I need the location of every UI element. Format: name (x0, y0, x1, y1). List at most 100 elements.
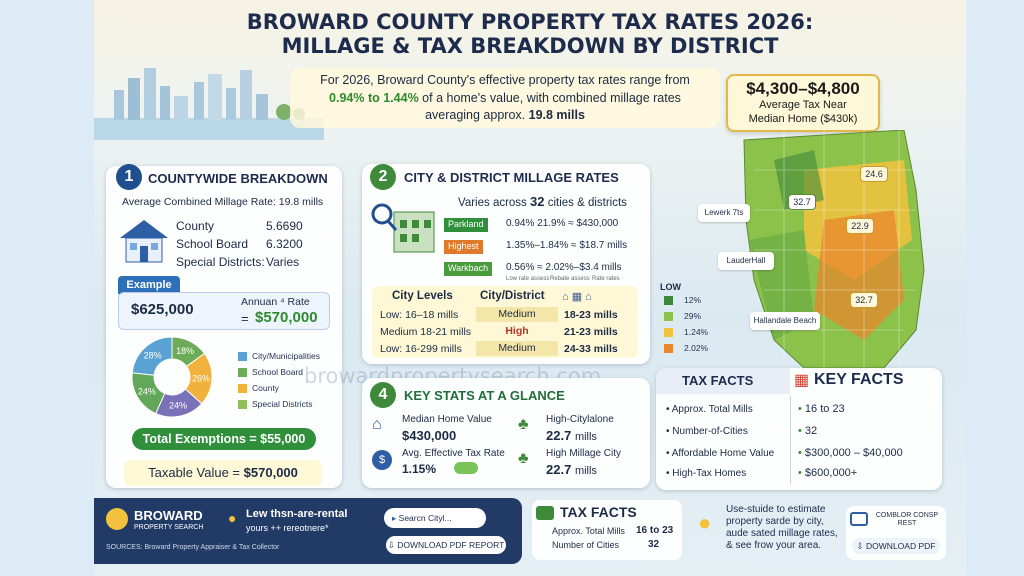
map-place-label: Hallandale Beach (750, 312, 820, 330)
annual-equals: = (241, 311, 249, 326)
page-title: BROWARD COUNTY PROPERTY TAX RATES 2026: … (94, 10, 966, 58)
donut-slice-label: 28% (144, 350, 162, 360)
intro-average-mills: 19.8 mills (528, 108, 585, 122)
footer-bar: BROWARD PROPERTY SEARCH ● Lew thsn-are-r… (94, 498, 522, 564)
tax-split-donut-chart: 18% 26% 24% 24% 28% (131, 336, 213, 418)
level-label: Low: 16–18 mills (380, 309, 459, 321)
donut-slice (131, 336, 173, 376)
levels-header: City Levels (392, 290, 453, 302)
countywide-title: COUNTYWIDE BREAKDOWN (148, 171, 328, 186)
varies-tail: cities & districts (547, 197, 627, 209)
intro-part2: of a home's value, with combined millage… (422, 90, 681, 105)
city-levels-table: City Levels City/District ⌂ ▦ ⌂ Low: 16–… (372, 286, 638, 358)
footer-fact-label: Number of Cities (552, 540, 620, 550)
footer-tagline-1: Lew thsn-are-rental (246, 508, 348, 520)
fact-value: • $300,000 – $40,000 (798, 447, 903, 459)
card-icon (536, 506, 554, 520)
chart-icon: ▦ (794, 372, 810, 389)
house-icon (120, 220, 168, 263)
stat-value: 1.15% (402, 462, 437, 476)
footer-tax-facts: TAX FACTS Approx. Total Mills 16 to 23 N… (532, 500, 682, 560)
download-pdf-button[interactable]: ⇩ DOWNLOAD PDF (852, 538, 940, 554)
fact-label: • High-Tax Homes (666, 468, 747, 479)
lightbulb-icon: ● (228, 510, 237, 526)
taxable-label: Taxable Value = (148, 465, 241, 480)
countywide-breakdown-panel: 1 COUNTYWIDE BREAKDOWN Average Combined … (106, 164, 342, 488)
footer-fact-value: 32 (648, 539, 660, 550)
stat-label: Avg. Effective Tax Rate (402, 448, 505, 459)
average-tax-label-2: Median Home ($430k) (748, 112, 858, 125)
tree-icon: ♣ (518, 450, 529, 467)
donut-slice-label: 18% (176, 346, 194, 356)
legend-swatch (238, 368, 247, 377)
average-tax-label-1: Average Tax Near (759, 99, 847, 111)
download-pdf-label: DOWNLOAD PDF (866, 541, 936, 551)
tax-facts-header: TAX FACTS (656, 368, 790, 394)
stat-label: High-Citylalone (546, 414, 614, 425)
intro-summary: For 2026, Broward County's effective pro… (290, 68, 720, 128)
city-tiny-note: Low rate assess (506, 276, 550, 282)
level-label: Low: 16-299 mills (380, 343, 462, 355)
map-place-label: LauderHall (718, 252, 774, 270)
toggle-graphic (454, 462, 478, 474)
map-value-label: 22.9 (846, 218, 874, 234)
donut-slice-label: 26% (192, 374, 210, 384)
section-number: 2 (370, 164, 396, 190)
legend-label: 29% (684, 311, 702, 321)
brand-subtitle: PROPERTY SEARCH (134, 524, 204, 531)
city-search-input[interactable]: ▸ Searcn Cityl... (384, 508, 486, 528)
city-tag: Warkbach (444, 262, 493, 276)
intro-rate-range: 0.94% to 1.44% (329, 90, 419, 105)
legend-swatch (664, 344, 673, 353)
building-icons: ⌂ ▦ ⌂ (562, 291, 592, 303)
taxable-value-box: Taxable Value = $570,000 (124, 460, 322, 486)
varies-label: Varies across (458, 197, 527, 209)
legend-label: 12% (684, 295, 702, 305)
level-range: 21-23 mills (564, 326, 618, 338)
levels-header: City/District (480, 290, 545, 302)
footer-tagline-2: yours ++ rereotnere* (246, 523, 329, 533)
fact-value: • $600,000+ (798, 467, 858, 479)
legend-swatch (664, 328, 673, 337)
millage-label: Special Districts: (176, 255, 265, 269)
city-tag-text: 0.94% 21.9% ≈ $430,000 (506, 218, 619, 229)
intro-line-2: 0.94% to 1.44% of a home's value, with c… (290, 90, 720, 108)
stats-title: KEY STATS AT A GLANCE (404, 388, 565, 403)
stat-value: $430,000 (402, 428, 457, 443)
millage-label: County (176, 219, 215, 233)
example-value: $625,000 (131, 301, 194, 318)
legend-swatch (238, 400, 247, 409)
fact-label: • Approx. Total Mills (666, 404, 753, 415)
annual-rate-label: Annuan ⁴ Rate (241, 296, 310, 308)
stat-unit: mills (574, 465, 597, 477)
infographic: BROWARD COUNTY PROPERTY TAX RATES 2026: … (94, 0, 966, 576)
stat-label: High Millage City (546, 448, 622, 459)
millage-value: Varies (266, 255, 300, 269)
city-skyline-illustration (94, 68, 324, 140)
document-icon (850, 512, 868, 526)
brand-logo-icon (106, 508, 128, 530)
download-box-label: COMBLOR CONSP REST (875, 512, 939, 528)
average-tax-callout: $4,300–$4,800 Average Tax Near Median Ho… (726, 74, 880, 132)
fact-value: • 32 (798, 425, 818, 437)
city-tag-text: 1.35%–1.84% ≈ $18.7 mills (506, 240, 628, 251)
city-tag-text: 0.56% ≈ 2.02%–$3.4 mills (506, 262, 622, 273)
legend-swatch (238, 384, 247, 393)
district-count: 32 (530, 194, 545, 209)
donut-legend-label: School Board (252, 367, 304, 377)
millage-value: 5.6690 (266, 219, 303, 233)
city-tiny-note: Rebate assess (550, 276, 590, 282)
city-tiny-note: Rate rates (592, 276, 620, 282)
download-report-button[interactable]: ⇩ DOWNLOAD PDF REPORT (386, 536, 506, 554)
example-box: $625,000 Annuan ⁴ Rate = $570,000 (118, 292, 330, 330)
varies-line: Varies across 32 cities & districts (458, 194, 627, 209)
section-number: 1 (116, 164, 142, 190)
stat-value: 22.7 (546, 428, 572, 443)
divider (790, 396, 791, 484)
fact-label: • Number-of-Cities (666, 426, 748, 437)
donut-slice-label: 24% (138, 387, 156, 397)
city-district-panel: 2 CITY & DISTRICT MILLAGE RATES Varies a… (362, 164, 650, 364)
millage-value: 6.3200 (266, 237, 303, 251)
annual-rate-value: $570,000 (255, 309, 318, 326)
tax-facts-title: TAX FACTS (682, 373, 754, 388)
